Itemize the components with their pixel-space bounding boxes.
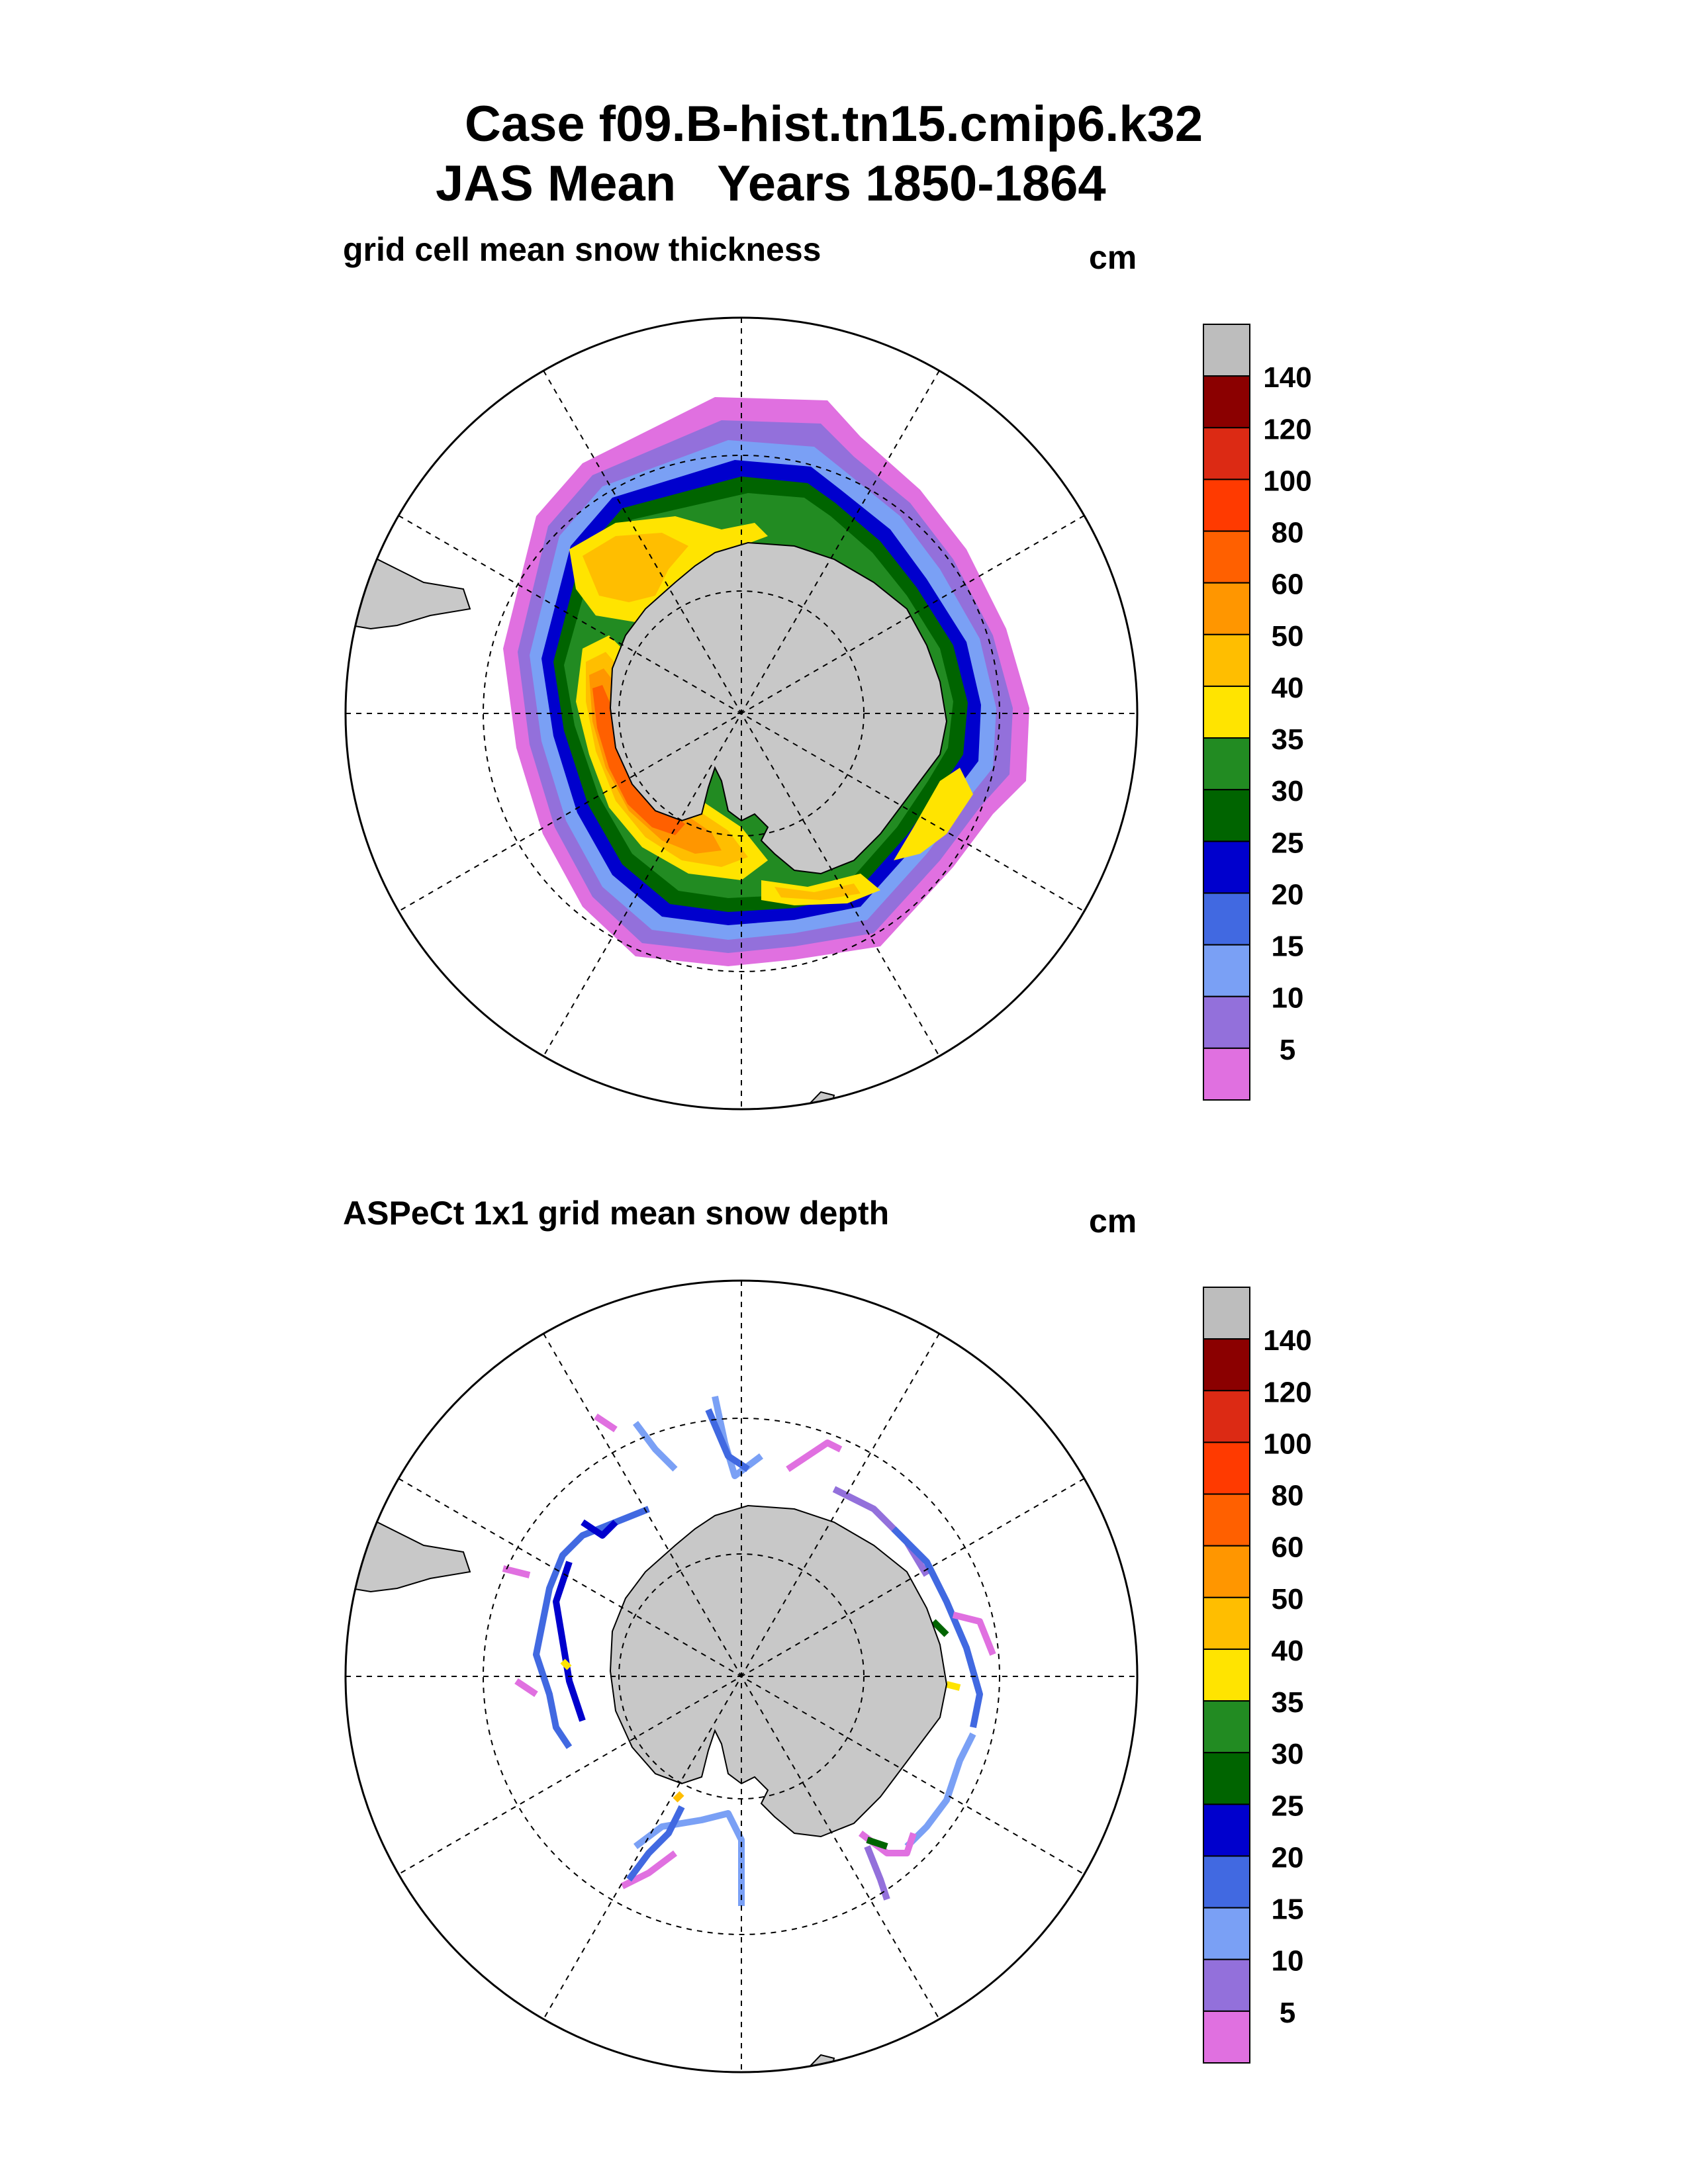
track-north-pink [594, 1413, 618, 1433]
colorbar-tick-label: 80 [1272, 517, 1304, 549]
colorbar-swatch [1203, 324, 1250, 377]
colorbar-swatch [1203, 1338, 1250, 1392]
colorbar-tick-label: 140 [1263, 1324, 1311, 1357]
map-boundary-2 [344, 1279, 1139, 2073]
colorbar-swatch [1203, 582, 1250, 635]
band-40cm-south [774, 884, 861, 900]
colorbar-swatch [1203, 1441, 1250, 1495]
colorbar-swatch [1203, 1648, 1250, 1702]
colorbar-swatch [1203, 633, 1250, 687]
track-weddell-2 [626, 1805, 685, 1882]
colorbar-swatch [1203, 478, 1250, 532]
colorbar-tick-label: 15 [1272, 931, 1304, 963]
figure-title-case: Case f09.B-hist.tn15.cmip6.k32 [465, 96, 1203, 152]
band-50cm-ross [583, 533, 688, 602]
track-weddell [633, 1810, 745, 1906]
antarctica-land-2 [609, 1504, 948, 1838]
colorbar-swatch [1203, 1390, 1250, 1443]
colorbar-swatch [1203, 427, 1250, 480]
colorbar-1: 140 120 100 80 60 50 40 35 30 25 20 15 10 5 [1203, 324, 1312, 1101]
colorbar-tick-label: 25 [1272, 827, 1304, 859]
colorbar-tick-label: 120 [1263, 413, 1311, 445]
colorbar-swatch [1203, 1958, 1250, 2012]
track-southeast-2 [864, 1845, 890, 1901]
colorbar-tick-label: 50 [1272, 620, 1304, 653]
colorbar-tick-label: 20 [1272, 1841, 1304, 1874]
colorbar-tick-label: 5 [1280, 1034, 1295, 1066]
track-west-pink-2 [514, 1678, 538, 1698]
track-west [533, 1506, 650, 1749]
track-east-2 [832, 1486, 930, 1577]
colorbar-tick-label: 10 [1272, 982, 1304, 1015]
band-35cm-east [894, 768, 973, 860]
colorbar-tick-label: 40 [1272, 672, 1304, 704]
colorbar-swatch [1203, 1752, 1250, 1805]
colorbar-tick-label: 60 [1272, 1531, 1304, 1564]
panel1-units: cm [1089, 239, 1137, 276]
colorbar-tick-label: 100 [1263, 1428, 1311, 1460]
colorbar-swatch [1203, 1855, 1250, 1909]
track-southeast-green [866, 1837, 888, 1850]
track-east-green [931, 1619, 949, 1637]
track-east-1 [786, 1439, 843, 1473]
colorbar-tick-label: 120 [1263, 1376, 1311, 1408]
colorbar-swatch [1203, 789, 1250, 842]
colorbar-tick-label: 25 [1272, 1790, 1304, 1822]
colorbar-tick-label: 50 [1272, 1583, 1304, 1615]
map-boundary [344, 316, 1139, 1111]
graticule [346, 318, 1137, 1109]
colorbar-tick-label: 20 [1272, 878, 1304, 911]
panel1-title: grid cell mean snow thickness [343, 231, 821, 268]
panel2-units: cm [1089, 1203, 1137, 1240]
track-east-yellow [945, 1681, 961, 1691]
colorbar-swatch [1203, 1047, 1250, 1101]
track-northwest [633, 1421, 678, 1472]
track-east-3 [891, 1526, 983, 1728]
colorbar-swatch [1203, 944, 1250, 997]
colorbar-tick-label: 35 [1272, 1686, 1304, 1719]
colorbar-tick-label: 100 [1263, 465, 1311, 497]
colorbar-swatch [1203, 1493, 1250, 1547]
antarctica-land [609, 541, 948, 875]
colorbar-swatch [1203, 1803, 1250, 1857]
track-weddell-pink [620, 1850, 677, 1889]
colorbar-tick-label: 15 [1272, 1893, 1304, 1926]
colorbar-tick-label: 30 [1272, 775, 1304, 807]
colorbar-swatch [1203, 841, 1250, 894]
graticule-2 [346, 1281, 1137, 2072]
colorbar-swatch [1203, 2010, 1250, 2064]
track-west-yellow [560, 1659, 572, 1670]
colorbar-tick-label: 5 [1280, 1997, 1295, 2029]
track-peninsula [581, 1519, 618, 1539]
figure-title-period: JAS Mean Years 1850-1864 [436, 156, 1106, 212]
colorbar-tick-label: 30 [1272, 1738, 1304, 1770]
colorbar-tick-label: 35 [1272, 723, 1304, 756]
colorbar-tick-label: 10 [1272, 1945, 1304, 1978]
observation-tracks [502, 1395, 996, 1906]
colorbar-swatch [1203, 892, 1250, 946]
colorbar-tick-label: 60 [1272, 569, 1304, 601]
colorbar-swatch [1203, 1287, 1250, 1340]
track-west-pink [502, 1565, 531, 1578]
panel1-map: 140 120 100 80 60 50 40 35 30 25 20 15 10 5 [344, 316, 1312, 1111]
colorbar-tick-label: 80 [1272, 1480, 1304, 1512]
colorbar-tick-label: 140 [1263, 361, 1311, 394]
colorbar-2: 140 120 100 80 60 50 40 35 30 25 20 15 10 5 [1203, 1287, 1312, 2064]
track-west-inner [553, 1561, 586, 1722]
track-east-4 [904, 1732, 976, 1849]
colorbar-tick-label: 40 [1272, 1635, 1304, 1667]
colorbar-swatch [1203, 1596, 1250, 1650]
colorbar-swatch [1203, 375, 1250, 429]
track-weddell-yellow [673, 1791, 684, 1803]
track-east-pink [952, 1612, 996, 1656]
band-80cm-weddell [592, 685, 685, 835]
south-america-land-2 [346, 1518, 471, 1593]
colorbar-swatch [1203, 1700, 1250, 1754]
colorbar-swatch [1203, 530, 1250, 584]
colorbar-swatch [1203, 1907, 1250, 1960]
colorbar-swatch [1203, 1545, 1250, 1598]
panel2-title: ASPeCt 1x1 grid mean snow depth [343, 1195, 890, 1232]
colorbar-swatch [1203, 685, 1250, 739]
